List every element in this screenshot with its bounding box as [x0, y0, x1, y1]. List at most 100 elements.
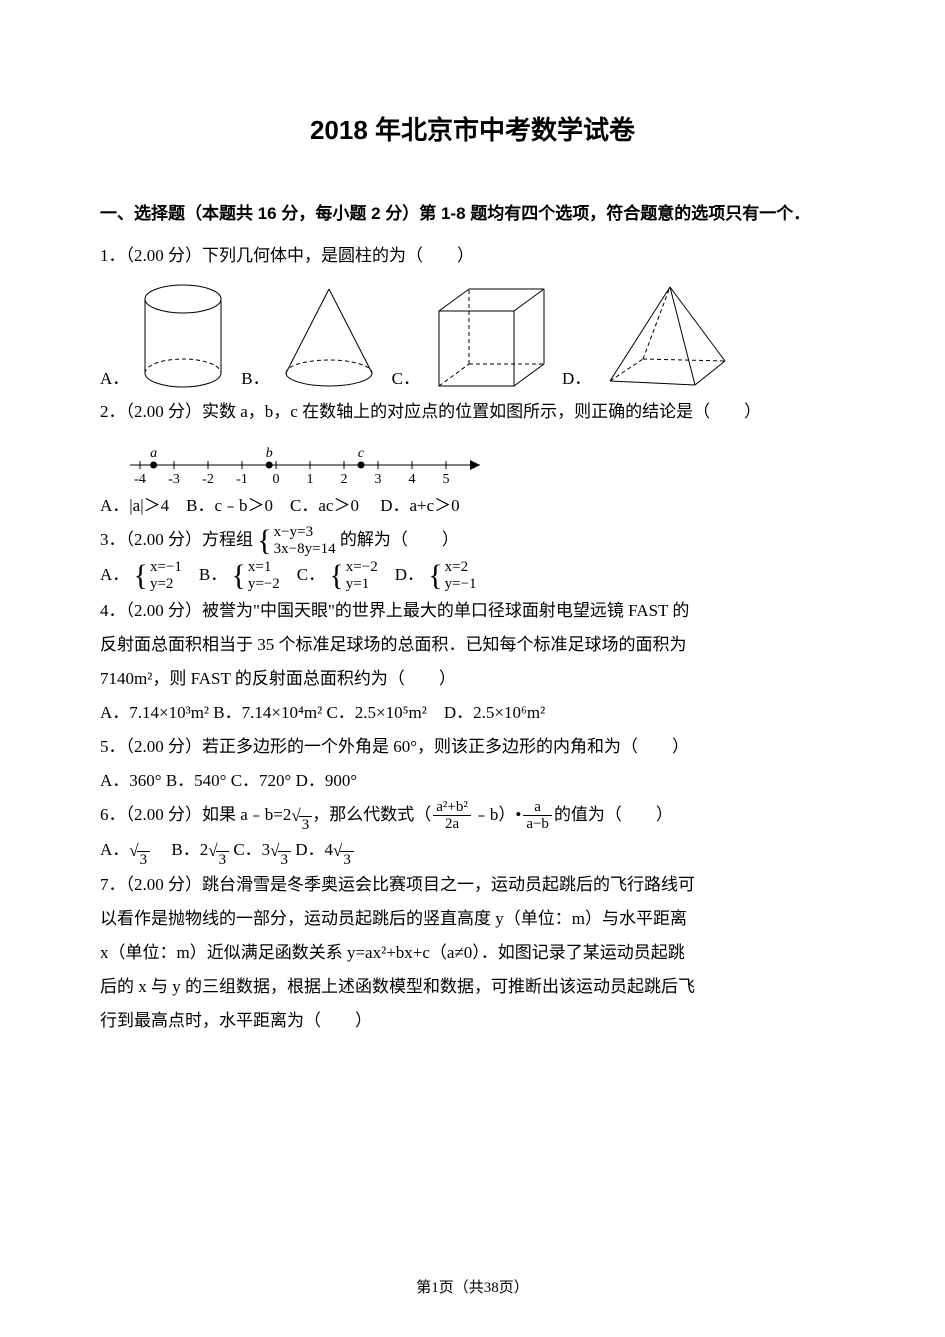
svg-text:0: 0: [273, 472, 280, 485]
q3-opt-a-sys: { x=−1y=2: [134, 559, 182, 594]
q6-opt-a: A．: [100, 840, 129, 859]
q7-line1: 7．（2.00 分）跳台滑雪是冬季奥运会比赛项目之一，运动员起跳后的飞行路线可: [100, 868, 845, 902]
cone-icon: [274, 281, 384, 391]
q6-frac1: a²+b²2a: [433, 799, 471, 833]
q3-system: { x−y=3 3x−8y=14: [257, 524, 335, 559]
q3-opt-a-label: A．: [100, 565, 129, 584]
q6-sqrt-d: 3: [340, 851, 354, 868]
q6-opt-c: C．3: [233, 840, 270, 859]
svg-text:c: c: [358, 446, 365, 461]
svg-text:-1: -1: [236, 472, 248, 485]
q6-sqrt-a: 3: [137, 851, 151, 868]
q3-d-eq2: y=−1: [445, 576, 477, 592]
q6-frac1-den: 2a: [433, 816, 471, 833]
sqrt-icon: √3: [291, 799, 312, 833]
q2-numberline: -4 -3 -2 -1 0 1 2 3 4 5 a b c: [120, 435, 845, 485]
cylinder-icon: [133, 281, 233, 391]
q6-sqrt-b: 3: [216, 851, 230, 868]
svg-text:-4: -4: [134, 472, 146, 485]
q4-line2: 反射面总面积相当于 35 个标准足球场的总面积．已知每个标准足球场的面积为: [100, 628, 845, 662]
q1-option-c: C．: [392, 281, 554, 391]
q4-line1: 4．（2.00 分）被誉为"中国天眼"的世界上最大的单口径球面射电望远镜 FAS…: [100, 594, 845, 628]
q7-line5: 行到最高点时，水平距离为（ ）: [100, 1004, 845, 1038]
q6-sqrt-val: 3: [299, 816, 313, 833]
pyramid-icon: [595, 281, 735, 391]
q3-opt-c-sys: { x=−2y=1: [329, 559, 377, 594]
q1-opt-b-label: B．: [241, 364, 269, 391]
q6-opt-d: D．4: [295, 840, 333, 859]
svg-text:5: 5: [443, 472, 450, 485]
q5-text: 5．（2.00 分）若正多边形的一个外角是 60°，则该正多边形的内角和为（ ）: [100, 730, 845, 764]
q3-options: A． { x=−1y=2 B． { x=1y=−2 C． { x=−2y=1 D…: [100, 558, 845, 593]
sqrt-icon: √3: [208, 834, 229, 868]
q3-opt-d-sys: { x=2y=−1: [428, 559, 476, 594]
q2-text: 2．（2.00 分）实数 a，b，c 在数轴上的对应点的位置如图所示，则正确的结…: [100, 395, 845, 429]
q3-sys-eq1: x−y=3: [274, 524, 313, 540]
q3-sys-eq2: 3x−8y=14: [274, 541, 336, 557]
q6-mid2: ﹣b）•: [473, 805, 521, 824]
q3-c-eq2: y=1: [346, 576, 369, 592]
q3-opt-c-label: C．: [297, 565, 325, 584]
q2-options: A．|a|＞4 B．c﹣b＞0 C．ac＞0 D．a+c＞0: [100, 489, 845, 523]
q4-line3: 7140m²，则 FAST 的反射面总面积约为（ ）: [100, 662, 845, 696]
q3-opt-d-label: D．: [395, 565, 424, 584]
exam-title: 2018 年北京市中考数学试卷: [100, 110, 845, 147]
q3: 3．（2.00 分）方程组 { x−y=3 3x−8y=14 的解为（ ）: [100, 523, 845, 558]
q1-opt-d-label: D．: [562, 364, 591, 391]
q6-lead: 6．（2.00 分）如果 a﹣b=2: [100, 805, 291, 824]
q1-option-a: A．: [100, 281, 233, 391]
brace-icon: {: [134, 561, 148, 591]
page: 2018 年北京市中考数学试卷 一、选择题（本题共 16 分，每小题 2 分）第…: [0, 0, 945, 1337]
sqrt-icon: √3: [333, 834, 354, 868]
section-heading: 一、选择题（本题共 16 分，每小题 2 分）第 1-8 题均有四个选项，符合题…: [100, 197, 845, 231]
sqrt-icon: √3: [270, 834, 291, 868]
q3-lead: 3．（2.00 分）方程组: [100, 530, 253, 549]
brace-icon: {: [231, 561, 245, 591]
q6-frac2-den: a−b: [523, 816, 552, 833]
svg-text:3: 3: [375, 472, 382, 485]
svg-text:a: a: [150, 446, 157, 461]
q1-opt-a-label: A．: [100, 364, 129, 391]
q3-b-eq2: y=−2: [248, 576, 280, 592]
q3-c-eq1: x=−2: [346, 559, 378, 575]
q6-tail: 的值为（ ）: [554, 805, 673, 824]
svg-text:4: 4: [409, 472, 416, 485]
q5-options: A．360° B．540° C．720° D．900°: [100, 764, 845, 798]
q7-line4: 后的 x 与 y 的三组数据，根据上述函数模型和数据，可推断出该运动员起跳后飞: [100, 970, 845, 1004]
svg-text:-3: -3: [168, 472, 180, 485]
q7-line3: x（单位：m）近似满足函数关系 y=ax²+bx+c（a≠0）．如图记录了某运动…: [100, 936, 845, 970]
q6-frac2: aa−b: [523, 799, 552, 833]
q3-b-eq1: x=1: [248, 559, 271, 575]
svg-text:1: 1: [307, 472, 314, 485]
q6-opt-b: B．2: [154, 840, 208, 859]
brace-icon: {: [257, 526, 271, 556]
q3-tail: 的解为（ ）: [340, 530, 459, 549]
q6: 6．（2.00 分）如果 a﹣b=2√3，那么代数式（a²+b²2a﹣b）•aa…: [100, 798, 845, 833]
brace-icon: {: [428, 561, 442, 591]
svg-text:-2: -2: [202, 472, 214, 485]
q1-opt-c-label: C．: [392, 364, 420, 391]
q6-sqrt-c: 3: [278, 851, 292, 868]
cube-icon: [424, 281, 554, 391]
page-footer: 第1页（共38页）: [0, 1276, 945, 1297]
q3-opt-b-label: B．: [199, 565, 227, 584]
q4-options: A．7.14×10³m² B．7.14×10⁴m² C．2.5×10⁵m² D．…: [100, 696, 845, 730]
q3-opt-b-sys: { x=1y=−2: [231, 559, 279, 594]
brace-icon: {: [329, 561, 343, 591]
svg-text:2: 2: [341, 472, 348, 485]
q6-mid: ，那么代数式（: [312, 805, 431, 824]
q6-frac1-num: a²+b²: [433, 799, 471, 817]
q3-a-eq2: y=2: [150, 576, 173, 592]
q1-option-d: D．: [562, 281, 735, 391]
q6-frac2-num: a: [523, 799, 552, 817]
svg-text:b: b: [266, 446, 273, 461]
sqrt-icon: √3: [129, 834, 150, 868]
q6-options: A．√3 B．2√3 C．3√3 D．4√3: [100, 833, 845, 868]
q1-option-b: B．: [241, 281, 383, 391]
q3-a-eq1: x=−1: [150, 559, 182, 575]
q1-text: 1．（2.00 分）下列几何体中，是圆柱的为（ ）: [100, 239, 845, 273]
numberline-icon: -4 -3 -2 -1 0 1 2 3 4 5 a b c: [120, 435, 500, 485]
q1-shapes-row: A． B． C．: [100, 281, 845, 391]
q3-d-eq1: x=2: [445, 559, 468, 575]
q7-line2: 以看作是抛物线的一部分，运动员起跳后的竖直高度 y（单位：m）与水平距离: [100, 902, 845, 936]
